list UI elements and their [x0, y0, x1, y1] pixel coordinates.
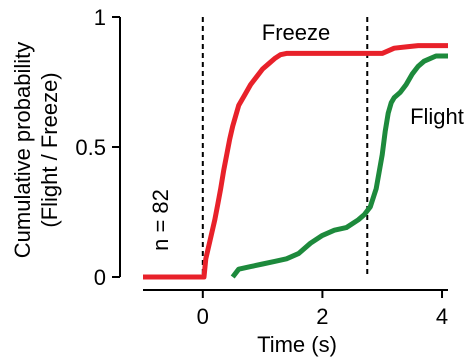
x-tick-label: 2: [316, 304, 328, 329]
y-tick-label: 0: [94, 265, 106, 290]
y-tick-label: 0.5: [75, 135, 106, 160]
sample-size-annotation: n = 82: [148, 189, 173, 251]
axes-layer: 0 0.5 1 0 2 4: [75, 5, 448, 329]
y-axis-title-line1: Cumulative probability: [10, 42, 35, 258]
x-tick-label: 4: [436, 304, 448, 329]
y-tick-label: 1: [94, 5, 106, 30]
plot-lines: [201, 17, 369, 277]
y-axis-title-line2: (Flight / Freeze): [37, 72, 62, 227]
x-axis-title: Time (s): [257, 332, 337, 357]
freeze-series-line: [143, 43, 448, 280]
flight-series-line: [230, 53, 448, 279]
freeze-series-label: Freeze: [262, 20, 330, 45]
x-tick-label: 0: [197, 304, 209, 329]
flight-series-label: Flight: [410, 104, 464, 129]
series-layer: [143, 43, 448, 280]
